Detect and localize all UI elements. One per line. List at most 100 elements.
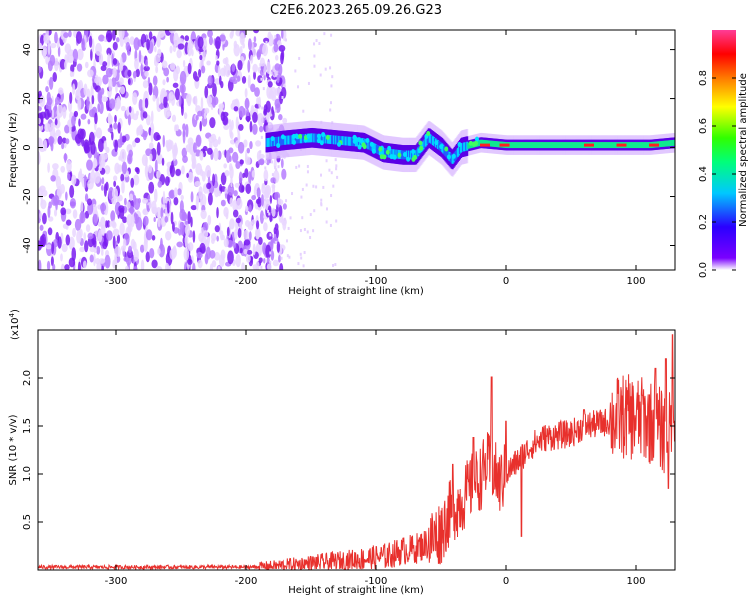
noise-speck: [330, 194, 333, 198]
signal-core: [560, 142, 563, 149]
noise-blob: [173, 32, 179, 47]
noise-blob: [199, 242, 206, 254]
noise-blob: [101, 96, 108, 102]
signal-hotspot: [316, 133, 321, 139]
noise-blob: [86, 159, 93, 171]
signal-core: [645, 142, 648, 149]
signal-hotspot: [361, 142, 366, 148]
noise-blob: [214, 225, 220, 233]
noise-blob: [140, 244, 145, 253]
signal-core: [644, 142, 647, 149]
noise-blob: [113, 122, 118, 130]
signal-core: [302, 134, 305, 143]
noise-blob: [119, 86, 126, 95]
signal-core: [640, 142, 643, 149]
noise-blob: [116, 234, 121, 244]
noise-blob: [238, 124, 244, 131]
signal-core: [639, 142, 642, 149]
signal-core: [520, 142, 523, 149]
noise-blob: [78, 118, 81, 127]
noise-blob: [276, 228, 279, 239]
noise-speck: [313, 54, 316, 58]
signal-core: [357, 137, 360, 147]
signal-core: [562, 142, 565, 149]
signal-hotspot: [426, 130, 431, 136]
noise-blob: [65, 219, 72, 226]
noise-blob: [219, 34, 226, 42]
signal-core: [563, 142, 566, 149]
spectrogram-x-axis-label: Height of straight line (km): [288, 286, 424, 297]
noise-blob: [176, 49, 182, 59]
noise-speck: [306, 164, 309, 168]
noise-blob: [204, 107, 210, 114]
noise-blob: [144, 97, 149, 109]
signal-hotspot: [379, 154, 384, 160]
noise-blob: [142, 208, 147, 215]
noise-blob: [129, 205, 134, 215]
signal-core: [636, 142, 639, 149]
noise-blob: [175, 124, 179, 132]
noise-blob: [149, 153, 153, 162]
noise-blob: [158, 103, 165, 110]
noise-blob: [39, 185, 46, 193]
noise-blob: [128, 245, 133, 253]
signal-hotspot: [397, 152, 402, 158]
signal-core: [350, 137, 353, 146]
noise-blob: [79, 246, 86, 253]
signal-hotspot: [439, 144, 444, 150]
noise-blob: [116, 95, 121, 108]
noise-blob: [271, 106, 274, 115]
noise-blob: [249, 120, 253, 133]
noise-blob: [103, 140, 107, 151]
noise-speck: [334, 158, 337, 162]
signal-core: [465, 141, 468, 151]
noise-blob: [279, 91, 284, 105]
signal-core: [444, 147, 447, 156]
noise-speck: [291, 192, 294, 196]
noise-blob: [53, 209, 58, 217]
noise-blob: [216, 60, 220, 66]
noise-blob: [83, 232, 87, 241]
noise-blob: [232, 78, 238, 85]
noise-blob: [145, 114, 151, 126]
noise-blob: [216, 235, 219, 242]
noise-blob: [245, 254, 251, 263]
noise-blob: [50, 256, 54, 267]
signal-core: [593, 142, 596, 149]
noise-blob: [187, 258, 193, 265]
signal-core: [279, 136, 282, 146]
signal-core: [542, 142, 545, 149]
signal-core: [442, 144, 445, 154]
noise-blob: [66, 159, 72, 173]
noise-blob: [112, 235, 116, 249]
signal-core: [292, 135, 295, 144]
x-tick-label: -200: [235, 576, 258, 587]
noise-blob: [204, 252, 209, 265]
signal-hotspot: [365, 138, 370, 144]
signal-core: [269, 137, 272, 147]
noise-blob: [72, 83, 76, 95]
signal-core: [343, 136, 346, 146]
noise-blob: [111, 131, 114, 141]
noise-blob: [51, 109, 55, 119]
noise-speck: [318, 41, 321, 45]
signal-core: [415, 150, 418, 159]
snr-exponent-power: 4: [8, 312, 16, 317]
signal-core: [600, 142, 603, 149]
noise-speck: [298, 164, 301, 168]
noise-blob: [250, 83, 256, 93]
noise-blob: [268, 34, 274, 47]
noise-blob: [192, 156, 197, 169]
snr-exponent-base: (x10: [10, 317, 21, 340]
noise-blob: [280, 52, 284, 65]
noise-blob: [252, 111, 258, 124]
noise-blob: [81, 137, 85, 147]
noise-blob: [201, 65, 206, 74]
noise-blob: [262, 43, 269, 57]
noise-blob: [255, 220, 260, 230]
noise-speck: [275, 240, 278, 244]
noise-blob: [115, 37, 120, 43]
noise-blob: [168, 92, 172, 104]
signal-core: [479, 139, 482, 146]
